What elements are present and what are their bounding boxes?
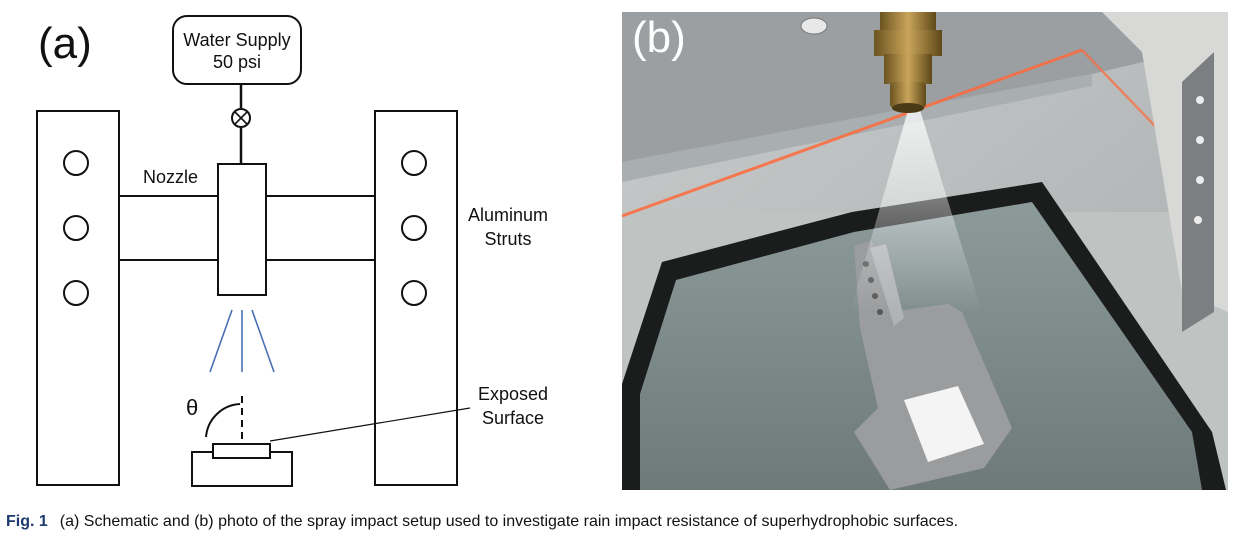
nozzle-label: Nozzle [143, 167, 199, 187]
spray-setup-photo [622, 12, 1228, 490]
angle-arc [205, 403, 241, 438]
right-strut-hole-1 [401, 150, 427, 176]
figure-id: Fig. 1 [6, 513, 48, 530]
exposed-label-line2: Surface [481, 408, 545, 428]
left-strut-hole-1 [63, 150, 89, 176]
spray-line-left [209, 309, 233, 373]
water-supply-box [172, 15, 302, 85]
exposed-surface-leader [269, 407, 471, 442]
figure-caption: Fig. 1 (a) Schematic and (b) photo of the… [6, 512, 958, 532]
water-supply-label: Water Supply [183, 30, 291, 50]
schematic-drawing [36, 15, 471, 487]
struts-label-line2: Struts [484, 229, 532, 249]
schematic-panel: (a) Water Supply 50 psi Nozzle Aluminum … [0, 0, 600, 492]
left-strut-hole-2 [63, 215, 89, 241]
right-strut-hole-3 [401, 280, 427, 306]
exposed-surface [212, 443, 271, 459]
left-strut-hole-3 [63, 280, 89, 306]
spray-line-right [251, 309, 275, 373]
caption-text: (a) Schematic and (b) photo of the spray… [59, 513, 959, 530]
water-pressure-label: 50 psi [212, 52, 262, 72]
struts-label-line1: Aluminum [467, 205, 549, 225]
photo-panel: (b) [622, 12, 1228, 490]
nozzle-body [217, 163, 267, 296]
panel-b-letter: (b) [632, 13, 686, 62]
right-strut-hole-2 [401, 215, 427, 241]
panel-a-letter: (a) [38, 19, 92, 68]
angle-theta-label: θ [186, 395, 199, 420]
exposed-label-line1: Exposed [477, 384, 549, 404]
